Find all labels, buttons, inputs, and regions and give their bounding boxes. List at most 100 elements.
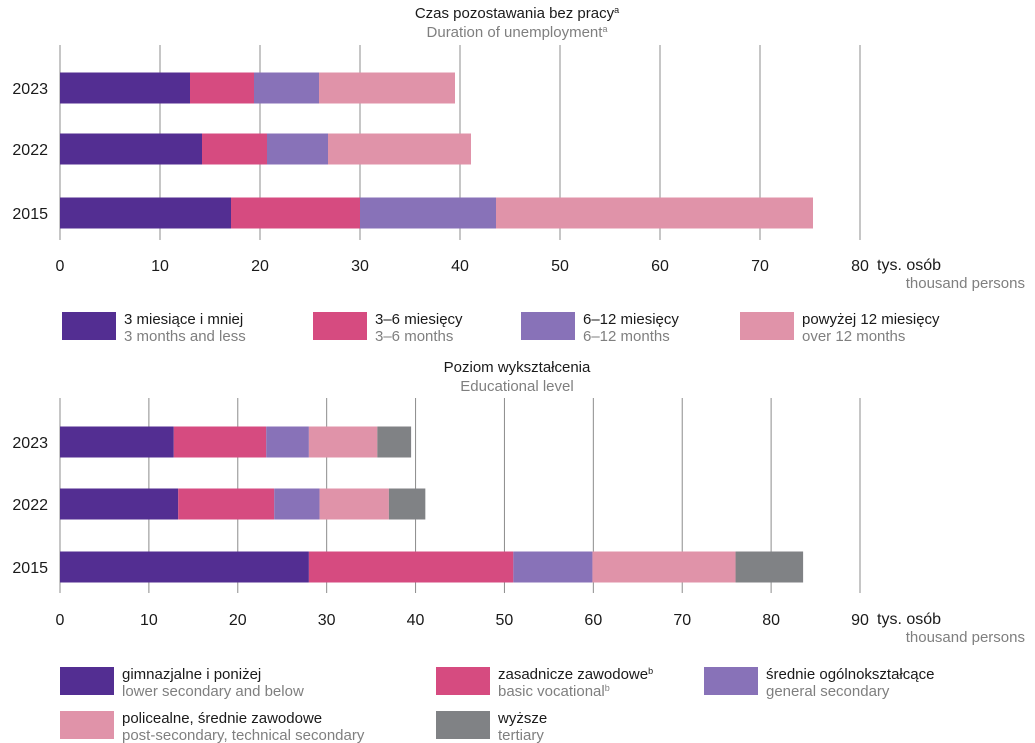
chart2-x-tick-label: 50 <box>496 612 514 629</box>
chart1-legend-swatch <box>313 312 367 340</box>
chart1-legend-label: 3 miesiące i mniej <box>124 311 243 328</box>
chart1-bar-segment <box>267 133 328 165</box>
chart1-bar-segment <box>60 133 202 165</box>
chart2-bar-segment <box>60 426 174 458</box>
chart1-x-tick-label: 80 <box>851 258 869 275</box>
chart2-x-tick-label: 10 <box>140 612 158 629</box>
chart2-legend-swatch <box>436 711 490 739</box>
chart1-bar-segment <box>254 72 319 104</box>
chart1-legend-label: 3–6 miesięcy <box>375 311 463 328</box>
chart1-x-tick-label: 70 <box>751 258 769 275</box>
chart1-legend-swatch <box>740 312 794 340</box>
chart1-bar-segment <box>328 133 471 165</box>
chart2-bar-segment <box>735 551 804 583</box>
chart1-legend-label: powyżej 12 miesięcy <box>802 311 940 328</box>
chart2-y-tick-label: 2022 <box>12 497 48 514</box>
chart2-bar-segment <box>274 488 320 520</box>
chart2-bar-segment <box>308 551 514 583</box>
chart1-legend-label: 6–12 miesięcy <box>583 311 679 328</box>
chart1-x-tick-label: 10 <box>151 258 169 275</box>
chart2-legend-label-en: lower secondary and below <box>122 683 304 700</box>
chart1-plot: 0 10 20 30 40 50 60 70 80 2023 2022 2015 <box>12 45 869 275</box>
chart2-legend-label-en: general secondary <box>766 683 890 700</box>
chart1-y-tick-label: 2023 <box>12 81 48 98</box>
chart2-x-tick-label: 20 <box>229 612 247 629</box>
chart2-bar-segment <box>513 551 593 583</box>
chart2-bar-segment <box>173 426 267 458</box>
chart2-unit-label-en: thousand persons <box>906 629 1025 646</box>
chart2-bar-segment <box>60 488 179 520</box>
chart2-legend-label: policealne, średnie zawodowe <box>122 710 322 727</box>
chart2-subtitle: Educational level <box>460 378 573 395</box>
chart2-x-tick-label: 30 <box>318 612 336 629</box>
chart1-x-tick-label: 50 <box>551 258 569 275</box>
chart2-bar-segment <box>308 426 378 458</box>
chart2-x-tick-label: 70 <box>673 612 691 629</box>
chart2-bar-segment <box>377 426 412 458</box>
chart1-bar-segment <box>360 197 496 229</box>
chart1-bar-segment <box>202 133 267 165</box>
chart2-x-tick-label: 0 <box>56 612 65 629</box>
chart1-y-tick-label: 2015 <box>12 206 48 223</box>
chart1-x-tick-label: 40 <box>451 258 469 275</box>
chart2-legend-label-en: tertiary <box>498 727 544 743</box>
chart2-y-tick-label: 2015 <box>12 560 48 577</box>
chart2-bar-segment <box>388 488 426 520</box>
chart2-unit-label: tys. osób <box>877 611 941 628</box>
chart1-x-tick-label: 0 <box>56 258 65 275</box>
chart2-x-tick-label: 60 <box>584 612 602 629</box>
chart2-bar-segment <box>178 488 275 520</box>
chart1-bar-segment <box>319 72 455 104</box>
chart2-bar-segment <box>319 488 389 520</box>
chart1-unit-label: tys. osób <box>877 257 941 274</box>
chart2-title: Poziom wykształcenia <box>444 359 591 376</box>
chart1-bar-segment <box>60 72 190 104</box>
chart2-y-tick-label: 2023 <box>12 435 48 452</box>
chart2-x-tick-label: 40 <box>407 612 425 629</box>
chart1-unit-label-en: thousand persons <box>906 275 1025 292</box>
chart2-legend-swatch <box>60 711 114 739</box>
chart1-x-tick-label: 30 <box>351 258 369 275</box>
chart1-bar-segment <box>231 197 360 229</box>
chart1-legend-label-en: 3–6 months <box>375 328 453 345</box>
chart1-y-tick-label: 2022 <box>12 142 48 159</box>
chart1-bar-segment <box>496 197 813 229</box>
chart1-legend-label-en: 3 months and less <box>124 328 246 345</box>
chart2-legend-label: gimnazjalne i poniżej <box>122 666 261 683</box>
chart2-legend-swatch <box>436 667 490 695</box>
chart2-plot: 0 10 20 30 40 50 60 70 80 90 2023 2022 2015 <box>12 398 869 629</box>
chart2-legend-label-en: post-secondary, technical secondary <box>122 727 365 743</box>
chart2-legend-label: wyższe <box>497 710 547 727</box>
chart2-bar-segment <box>592 551 736 583</box>
chart2-legend-swatch <box>60 667 114 695</box>
chart1-legend-label-en: over 12 months <box>802 328 905 345</box>
chart1-legend-label-en: 6–12 months <box>583 328 670 345</box>
chart2-legend-label-en: basic vocationalb <box>498 683 610 700</box>
chart1-subtitle: Duration of unemploymenta <box>427 24 608 41</box>
chart1-bar-segment <box>60 197 231 229</box>
chart2-bar-segment <box>60 551 309 583</box>
chart2-legend-item: policealne, średnie zawodowepost-seconda… <box>60 710 365 743</box>
chart1-legend-swatch <box>521 312 575 340</box>
chart1-x-tick-label: 60 <box>651 258 669 275</box>
chart1-bar-segment <box>190 72 254 104</box>
chart1-x-tick-label: 20 <box>251 258 269 275</box>
chart2-x-tick-label: 90 <box>851 612 869 629</box>
chart2-x-tick-label: 80 <box>762 612 780 629</box>
chart2-legend-swatch <box>704 667 758 695</box>
chart1-title: Czas pozostawania bez pracya <box>415 5 619 22</box>
chart2-bar-segment <box>266 426 309 458</box>
chart2-legend-label: zasadnicze zawodoweb <box>498 666 653 683</box>
chart1-legend-swatch <box>62 312 116 340</box>
